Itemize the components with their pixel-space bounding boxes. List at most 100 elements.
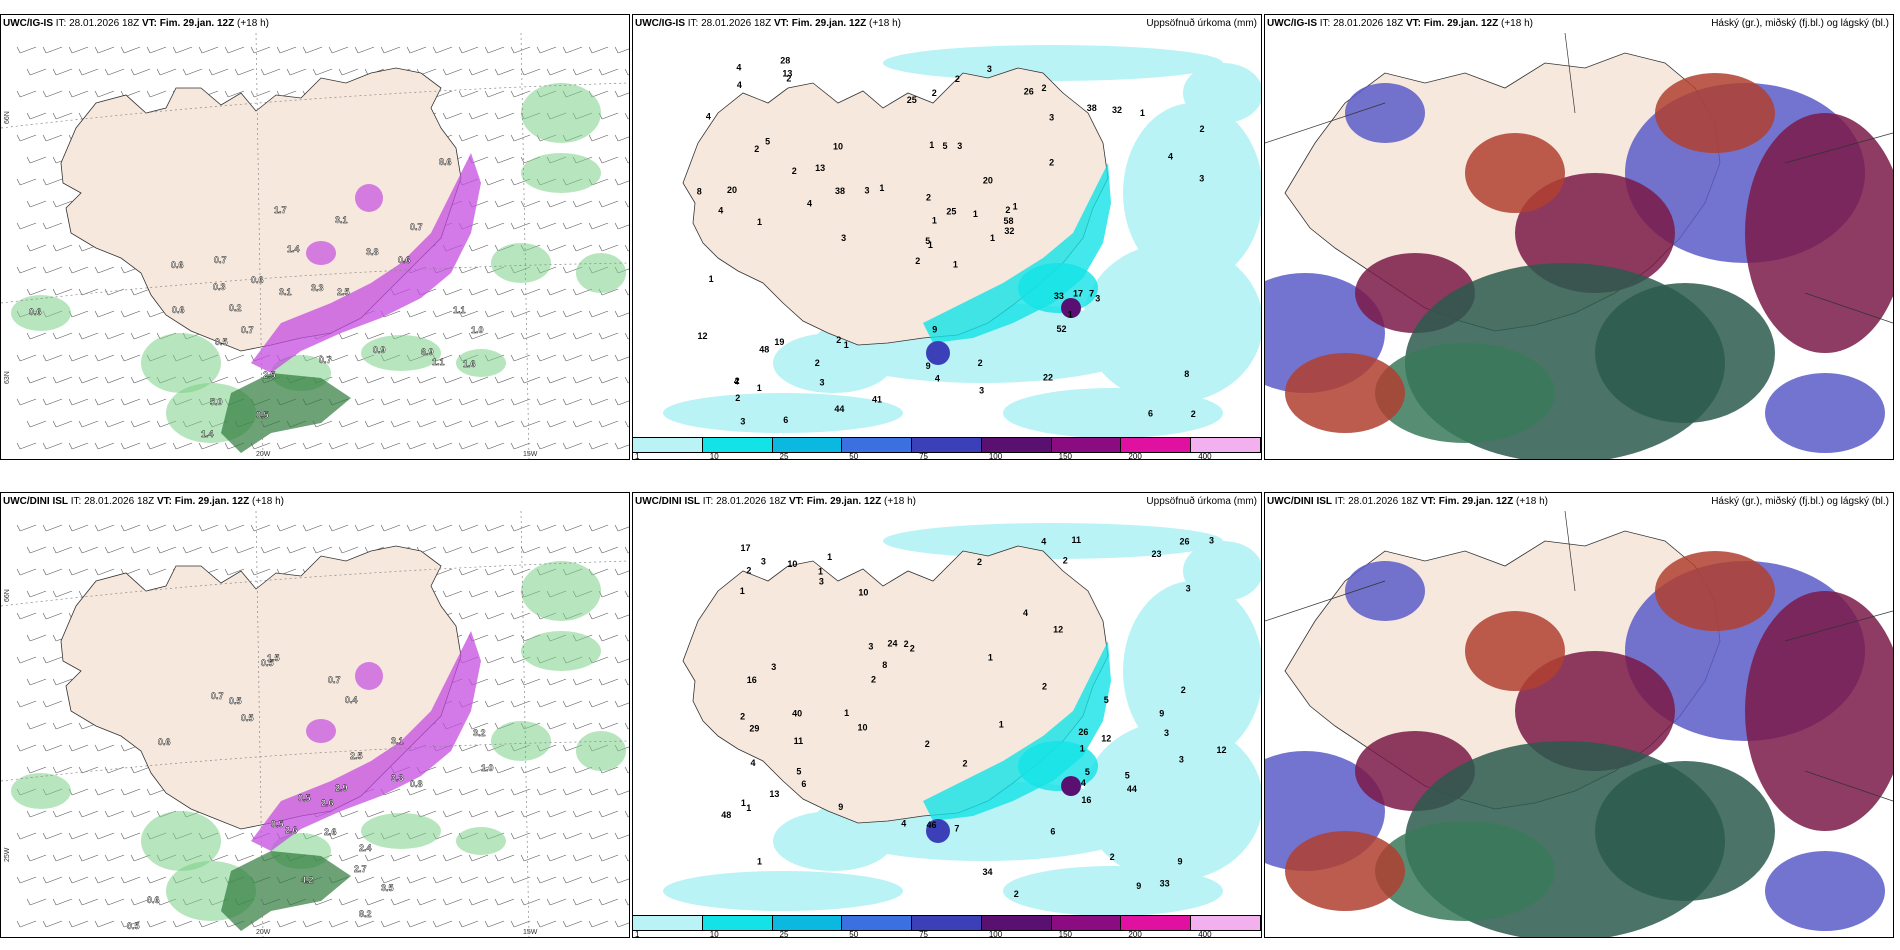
legend-tick-label: 50	[849, 452, 859, 460]
wind-barb	[497, 810, 515, 818]
wind-barb	[331, 46, 349, 54]
snow-coastal-band	[221, 373, 351, 453]
precip-value-label: 40	[792, 708, 802, 718]
legend-tick-label: 200	[1128, 452, 1142, 460]
wind-barb	[357, 876, 375, 884]
wind-barb-feather	[312, 68, 317, 76]
longitude-line	[520, 33, 530, 459]
wind-barb-feather	[120, 310, 125, 318]
wind-barb-feather	[562, 222, 567, 230]
wind-barb-feather	[354, 832, 359, 840]
wind-barb	[45, 46, 63, 54]
wind-barb	[513, 310, 531, 318]
wind-barb	[591, 354, 609, 362]
wind-barb-feather	[276, 46, 281, 54]
wind-barb	[81, 898, 99, 906]
wind-barb-feather	[16, 612, 21, 620]
lat-label: 63N	[4, 371, 11, 384]
wind-barb	[539, 788, 557, 796]
precip-value-label: 3	[979, 386, 984, 396]
snow-value-label: 3.3	[311, 283, 324, 293]
precip-value-label: 3	[740, 417, 745, 427]
precip-core	[926, 341, 950, 365]
wind-barb-feather	[78, 590, 83, 598]
wind-barb	[565, 700, 583, 708]
wind-barb	[435, 524, 453, 532]
wind-barb	[487, 524, 505, 532]
snow-value-label: 0.6	[147, 895, 160, 905]
wind-barb-feather	[120, 266, 125, 274]
wind-barb-feather	[224, 90, 229, 98]
cloud-area	[1285, 831, 1405, 911]
precip-value-label: 2	[962, 759, 967, 769]
wind-barb-feather	[250, 524, 255, 532]
wind-barb	[601, 722, 619, 730]
wind-barb	[107, 332, 125, 340]
wind-barb-feather	[510, 700, 515, 708]
cloud-area	[1375, 821, 1555, 921]
wind-barb-feather	[598, 244, 603, 252]
wind-barb	[341, 898, 359, 906]
wind-barb-feather	[494, 634, 499, 642]
wind-barb	[71, 524, 89, 532]
cloud-area	[1765, 373, 1885, 453]
wind-barb	[445, 898, 463, 906]
wind-barb	[289, 546, 307, 554]
wind-barb	[445, 376, 463, 384]
snow-area	[361, 335, 441, 371]
wind-barb	[45, 700, 63, 708]
precip-map: 1212212331221222612019123513524333591103…	[633, 33, 1261, 459]
boundary-line	[1564, 511, 1576, 592]
wind-barb	[601, 200, 619, 208]
wind-barb	[45, 832, 63, 840]
precip-value-label: 4	[718, 205, 723, 215]
wind-barb	[445, 810, 463, 818]
wind-barb-feather	[536, 310, 541, 318]
wind-barb-feather	[68, 46, 73, 54]
wind-barb-feather	[354, 398, 359, 406]
wind-barb-feather	[198, 442, 203, 450]
wind-barb	[107, 68, 125, 76]
precip-value-label: 3	[865, 185, 870, 195]
wind-barb	[29, 112, 47, 120]
snow-heavy-patch	[306, 241, 336, 265]
snow-value-label: 1.1	[453, 305, 466, 315]
wind-barb-feather	[442, 898, 447, 906]
wind-barb-feather	[520, 420, 525, 428]
lat-label: 25W	[4, 847, 11, 862]
wind-barb-feather	[234, 376, 239, 384]
wind-barb-feather	[26, 332, 31, 340]
wind-barb-feather	[406, 876, 411, 884]
precip-value-label: 1	[932, 215, 937, 225]
wind-barb	[565, 354, 583, 362]
wind-barb	[539, 310, 557, 318]
wind-barb	[331, 354, 349, 362]
precip-value-label: 23	[1152, 549, 1162, 559]
wind-barb	[601, 288, 619, 296]
wind-barb-feather	[494, 546, 499, 554]
wind-barb	[149, 398, 167, 406]
wind-barb	[133, 546, 151, 554]
map-panel-clouds-ig: UWC/IG-IS IT: 28.01.2026 18Z VT: Fim. 29…	[1264, 14, 1894, 460]
snow-area	[521, 153, 601, 193]
wind-barb-feather	[364, 810, 369, 818]
wind-barb-feather	[624, 854, 629, 862]
wind-barb	[591, 788, 609, 796]
wind-barb-feather	[328, 524, 333, 532]
wind-barb-feather	[520, 810, 525, 818]
wind-barb-feather	[276, 442, 281, 450]
precip-value-label: 1	[973, 209, 978, 219]
wind-barb-feather	[588, 876, 593, 884]
precip-value-label: 13	[769, 789, 779, 799]
wind-barb-feather	[546, 332, 551, 340]
wind-barb-feather	[26, 244, 31, 252]
wind-barb-feather	[562, 920, 567, 928]
wind-barb-feather	[354, 876, 359, 884]
precip-value-label: 58	[1003, 216, 1013, 226]
wind-barb	[315, 546, 333, 554]
wind-barb	[497, 766, 515, 774]
wind-barb-feather	[312, 546, 317, 554]
snow-value-label: 2.5	[350, 751, 363, 761]
map-panel-precip-ig: UWC/IG-IS IT: 28.01.2026 18Z VT: Fim. 29…	[632, 14, 1262, 460]
precip-value-label: 2	[1200, 124, 1205, 134]
